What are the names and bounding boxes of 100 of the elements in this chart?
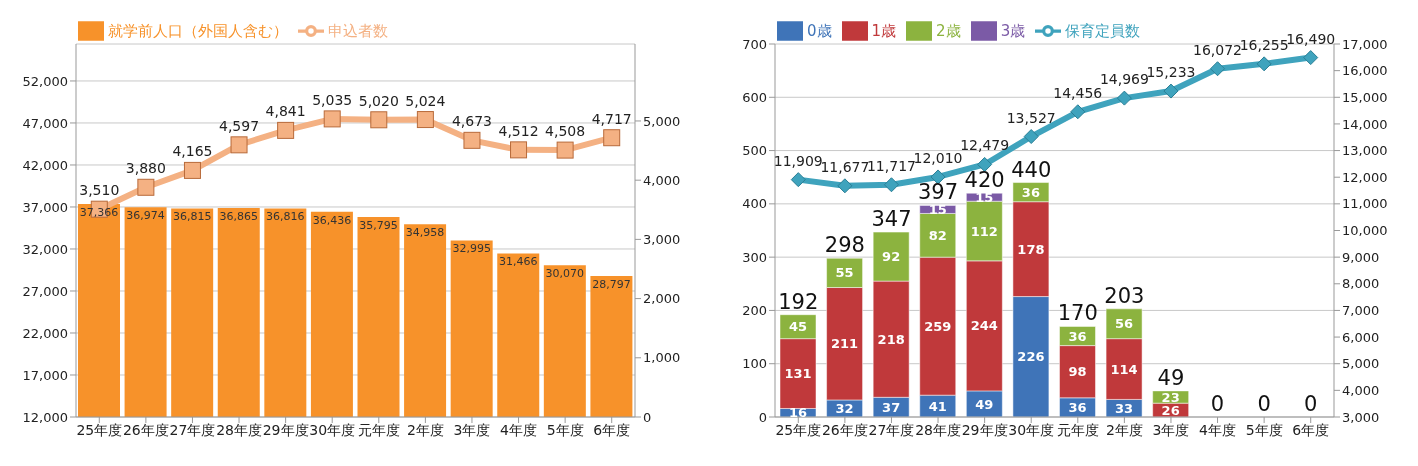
point: [510, 141, 528, 159]
total-label: 397: [917, 180, 959, 205]
y2-tick-label: 12,000: [1342, 169, 1388, 185]
point: [416, 111, 434, 129]
data-label: 3,880: [125, 160, 166, 177]
point: [1163, 83, 1179, 99]
x-tick-label: 6年度: [593, 421, 631, 438]
legend-label: 就学前人口（外国人含む）: [108, 21, 288, 40]
legend-label: 3歳: [1000, 21, 1026, 40]
x-tick-label: 28年度: [216, 421, 262, 438]
point: [556, 141, 574, 159]
point: [137, 178, 155, 196]
data-label: 114: [1110, 361, 1138, 377]
y-tick-label: 27,000: [22, 283, 68, 299]
x-tick-label: 2年度: [406, 421, 444, 438]
x-tick-label: 5年度: [546, 421, 584, 438]
point: [370, 111, 388, 129]
x-tick-label: 27年度: [868, 421, 915, 438]
data-label: 55: [835, 265, 854, 281]
y-tick-label: 0: [758, 409, 767, 425]
x-tick-label: 2年度: [1105, 421, 1143, 438]
y2-tick-label: 5,000: [643, 113, 681, 129]
point: [883, 177, 899, 193]
point: [183, 161, 201, 179]
point: [837, 178, 853, 194]
x-tick-label: 27年度: [169, 421, 216, 438]
y2-tick-label: 13,000: [1342, 143, 1388, 159]
data-label: 23: [1161, 389, 1180, 405]
y2-tick-label: 5,000: [1342, 356, 1380, 372]
y-tick-label: 500: [742, 143, 767, 159]
y2-tick-label: 9,000: [1342, 249, 1380, 265]
point: [1303, 50, 1319, 66]
y2-tick-label: 11,000: [1342, 196, 1388, 212]
data-label: 12,479: [960, 137, 1010, 154]
data-label: 35,795: [359, 218, 398, 232]
data-label: 5,024: [405, 92, 446, 109]
legend-label: 申込者数: [328, 21, 388, 40]
data-label: 3,510: [79, 182, 120, 199]
y-tick-label: 100: [742, 356, 767, 372]
point: [790, 172, 806, 188]
text: 0: [1210, 392, 1225, 416]
text: 0: [1257, 392, 1271, 416]
y-tick-label: 37,000: [22, 199, 68, 215]
total-label: 347: [871, 207, 912, 232]
data-label: 13,527: [1006, 109, 1056, 126]
legend-label: 2歳: [936, 21, 961, 40]
data-label: 36: [1068, 328, 1087, 344]
point: [977, 156, 993, 172]
text: 0: [1304, 392, 1318, 416]
y-tick-label: 47,000: [22, 115, 68, 131]
data-label: 82: [928, 227, 947, 243]
data-label: 49: [975, 396, 994, 412]
data-label: 16: [788, 405, 808, 421]
y2-tick-label: 0: [643, 409, 652, 425]
point: [1210, 61, 1226, 77]
data-label: 33: [1115, 400, 1134, 416]
data-label: 98: [1068, 364, 1087, 380]
y-tick-label: 400: [742, 196, 767, 212]
y-tick-label: 600: [742, 89, 767, 105]
data-label: 4,508: [545, 123, 586, 140]
data-label: 31,466: [499, 255, 538, 269]
point: [1023, 129, 1039, 145]
y-tick-label: 17,000: [22, 367, 68, 383]
data-label: 112: [970, 223, 998, 239]
total-label: 440: [1011, 157, 1052, 182]
x-tick-label: 4年度: [1199, 421, 1236, 438]
x-tick-label: 28年度: [915, 421, 961, 438]
data-label: 259: [924, 318, 952, 334]
x-tick-label: 3年度: [453, 421, 491, 438]
data-label: 92: [882, 249, 901, 265]
data-label: 36,815: [172, 210, 212, 224]
data-label: 36,436: [312, 213, 352, 227]
y-tick-label: 300: [742, 249, 767, 265]
y-tick-label: 12,000: [22, 409, 68, 425]
point: [1116, 90, 1132, 106]
y2-tick-label: 15,000: [1342, 89, 1388, 105]
total-label: 203: [1104, 283, 1145, 308]
y-tick-label: 52,000: [22, 73, 68, 89]
point: [1070, 104, 1086, 120]
x-tick-label: 3年度: [1152, 421, 1190, 438]
x-tick-label: 元年度: [357, 421, 400, 438]
point: [230, 136, 248, 154]
data-label: 211: [831, 336, 859, 352]
point: [1256, 56, 1272, 72]
y2-tick-label: 3,000: [643, 232, 681, 247]
point: [463, 131, 481, 149]
data-label: 226: [1017, 349, 1045, 365]
data-label: 32: [835, 401, 854, 417]
x-tick-label: 元年度: [1056, 421, 1099, 438]
data-label: 4,512: [498, 122, 539, 139]
y2-tick-label: 7,000: [1342, 303, 1380, 319]
point: [603, 129, 621, 147]
y2-tick-label: 4,000: [1342, 382, 1380, 398]
data-label: 34,958: [405, 225, 445, 239]
x-tick-label: 30年度: [309, 421, 356, 438]
data-label: 37: [882, 399, 901, 415]
y2-tick-label: 8,000: [1342, 276, 1380, 292]
data-label: 4,717: [591, 110, 632, 127]
data-label: 30,070: [545, 267, 585, 281]
total-label: 298: [824, 233, 865, 258]
